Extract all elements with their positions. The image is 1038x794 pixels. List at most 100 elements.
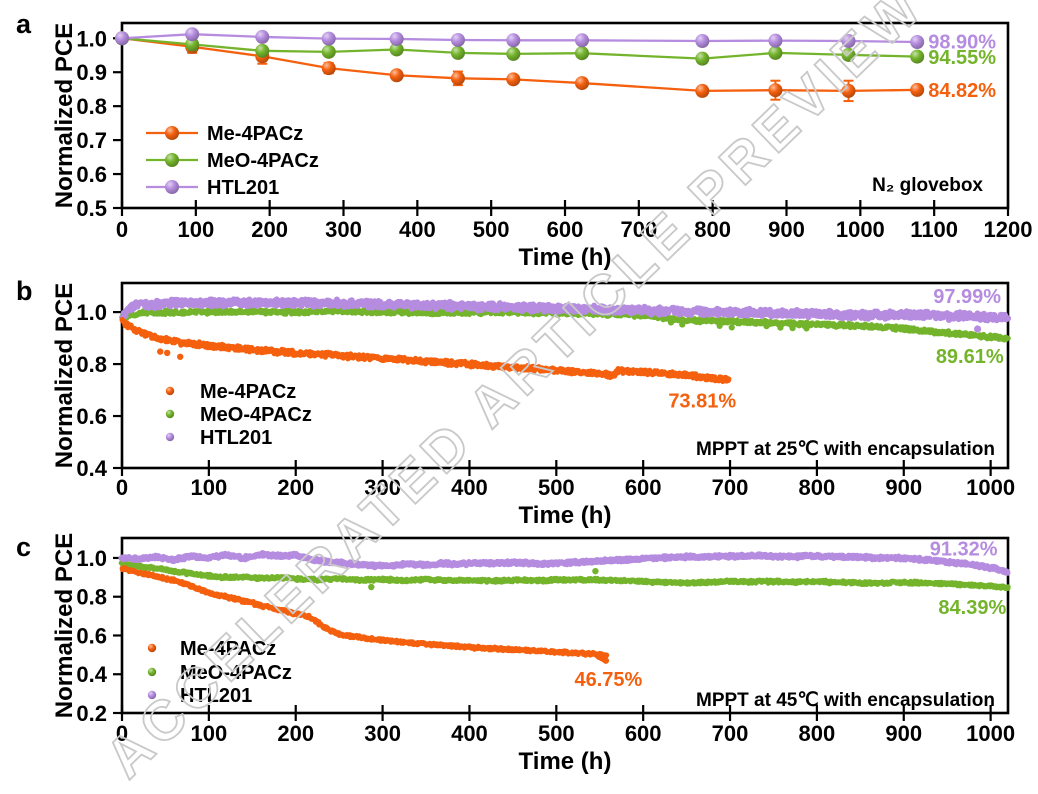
legend-label: Me-4PACz (200, 381, 296, 403)
x-tick-label: 500 (538, 721, 575, 746)
data-point-marker (255, 29, 270, 44)
data-point-marker (841, 83, 856, 98)
data-point-marker (768, 83, 783, 98)
plot-frame (120, 281, 1010, 470)
legend-marker (165, 386, 175, 396)
x-tick-label: 1200 (984, 217, 1033, 242)
legend-item-htl201: HTL201 (146, 177, 279, 199)
panel-b: b0 100 200 300 400 500 600 700 800 900 10000.40.60… (16, 276, 1015, 529)
x-tick-label: 800 (694, 217, 731, 242)
x-tick-label: 0 (116, 217, 128, 242)
outlier-dot (157, 348, 164, 355)
data-dot (1005, 315, 1012, 322)
x-tick-label: 100 (191, 475, 228, 500)
outlier-dot (176, 353, 184, 360)
x-tick-label: 600 (547, 217, 584, 242)
data-point-marker (506, 46, 521, 61)
data-point-marker (185, 27, 200, 42)
outlier-dot (848, 321, 855, 328)
y-tick-label: 0.2 (76, 701, 107, 726)
outlier-dot (789, 325, 796, 332)
legend-marker (165, 432, 175, 442)
x-tick-label: 1100 (910, 217, 958, 242)
data-point-marker (450, 71, 465, 86)
series-line (121, 37, 918, 93)
x-tick-label: 100 (177, 217, 214, 242)
data-point-marker (389, 31, 404, 46)
x-tick-label: 1000 (966, 475, 1015, 500)
data-point-marker (841, 47, 856, 62)
data-point-marker (768, 45, 783, 60)
legend-item-me-4pacz: Me-4PACz (146, 123, 303, 145)
data-point-marker (450, 45, 465, 60)
y-tick-label: 0.6 (76, 162, 107, 187)
data-point-marker (574, 76, 589, 91)
outlier-dot (803, 325, 810, 332)
y-tick-label: 0.4 (76, 456, 107, 481)
x-tick-label: 200 (251, 217, 288, 242)
x-tick-label: 300 (364, 475, 401, 500)
outlier-dot (728, 324, 735, 331)
outlier-dot (163, 349, 171, 357)
x-axis-title: Time (h) (519, 748, 612, 775)
x-tick-label: 800 (799, 721, 836, 746)
annotation-condition: MPPT at 25℃ with encapsulation (696, 439, 995, 460)
y-tick-label: 0.9 (76, 60, 107, 85)
legend-label: MeO-4PACz (207, 150, 319, 172)
data-point-marker (115, 31, 129, 46)
outlier-dot (716, 322, 723, 329)
x-tick-label: 900 (885, 475, 922, 500)
data-point-marker (185, 37, 200, 52)
legend-label: HTL201 (200, 427, 272, 449)
x-tick-label: 800 (799, 475, 836, 500)
data-point-marker (389, 68, 404, 83)
panel-letter: b (16, 276, 33, 306)
data-point-marker (910, 49, 925, 64)
final-pce-label: 73.81% (668, 390, 736, 412)
legend-label: HTL201 (207, 177, 279, 199)
x-tick-label: 400 (451, 721, 488, 746)
data-point-marker (910, 82, 925, 97)
legend-item-htl201: HTL201 (165, 427, 272, 449)
x-tick-label: 500 (538, 475, 575, 500)
y-tick-label: 0.4 (76, 662, 107, 687)
y-axis-title: Normalized PCE (51, 23, 78, 208)
x-tick-label: 0 (116, 475, 128, 500)
outlier-dot (763, 323, 770, 330)
x-tick-label: 200 (277, 721, 314, 746)
x-tick-label: 500 (473, 217, 510, 242)
x-tick-label: 300 (364, 721, 401, 746)
legend-item-me-4pacz: Me-4PACz (165, 381, 296, 403)
data-point-marker (450, 32, 465, 47)
data-point-marker (321, 44, 336, 59)
x-tick-label: 400 (399, 217, 436, 242)
data-point-marker (695, 51, 710, 66)
final-pce-label: 89.61% (936, 346, 1004, 368)
data-point-marker (768, 33, 783, 48)
x-tick-label: 700 (620, 217, 657, 242)
x-tick-label: 900 (768, 217, 805, 242)
legend-marker (165, 180, 179, 194)
data-point-marker (506, 72, 521, 87)
y-axis-title: Normalized PCE (51, 283, 78, 468)
panel-a: a0 100 200 300 400 500 600 700 800 900 1000 1100 120… (16, 9, 1032, 271)
legend-item-meo-4pacz: MeO-4PACz (165, 404, 312, 426)
data-point-marker (841, 33, 856, 48)
legend-marker (165, 126, 179, 140)
data-point-marker (506, 33, 521, 48)
x-tick-label: 1000 (966, 721, 1015, 746)
panel-letter: c (16, 532, 31, 562)
x-tick-label: 900 (885, 721, 922, 746)
outlier-dot (777, 324, 784, 331)
y-axis-title: Normalized PCE (51, 533, 78, 718)
data-dot (726, 376, 732, 382)
data-point-marker (389, 42, 404, 57)
data-point-marker (321, 31, 336, 46)
data-point-marker (574, 46, 589, 61)
final-pce-label: 98.90% (928, 32, 996, 54)
x-tick-label: 1000 (836, 217, 885, 242)
y-tick-label: 1.0 (76, 546, 107, 571)
series-line (121, 33, 918, 44)
outlier-dot (973, 325, 982, 333)
